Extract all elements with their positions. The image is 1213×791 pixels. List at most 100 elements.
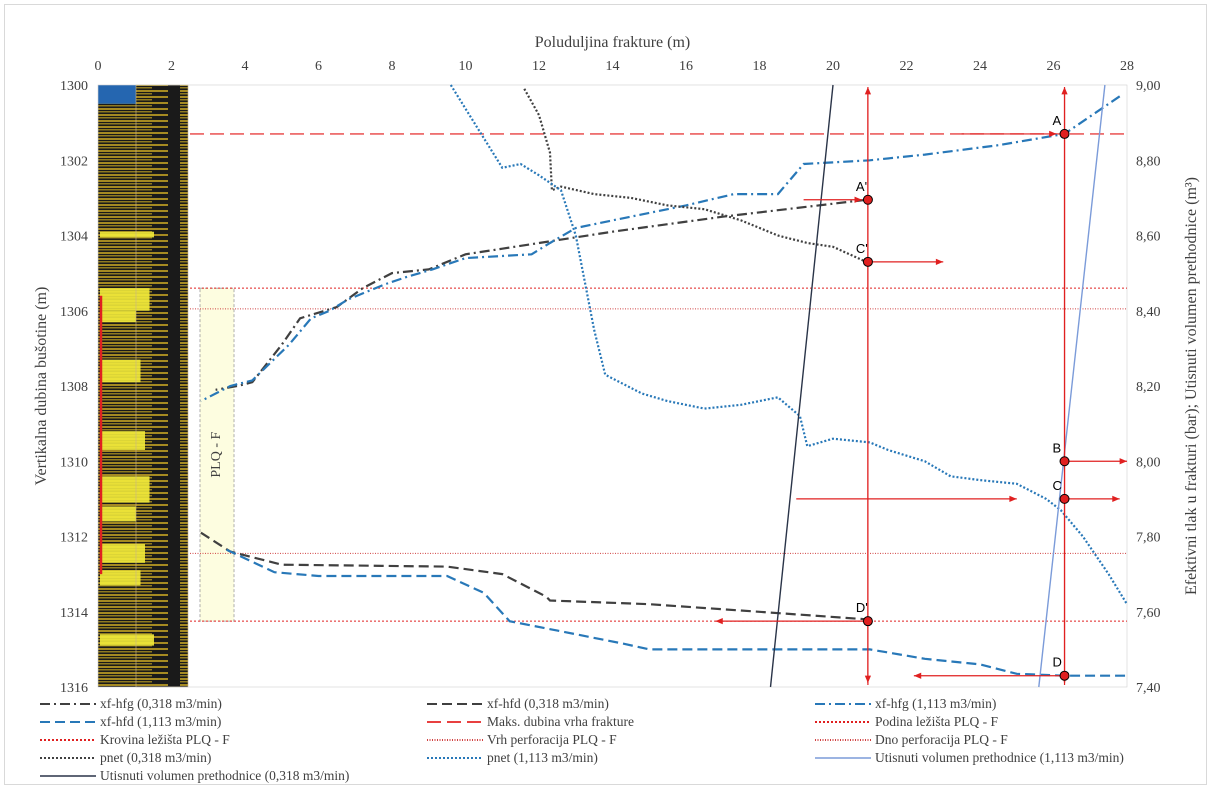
log-sand-block [100,570,141,586]
plq-f-zone-label: PLQ - F [209,432,224,478]
annotation-arrows [715,87,1127,685]
log-sand-block [100,310,136,323]
point-label: C [1053,478,1062,493]
series-line [769,84,834,688]
point-label: C' [856,241,868,256]
legend-label: pnet (0,318 m3/min) [100,750,211,765]
arrow-head [864,675,872,683]
log-sand-block [100,544,145,563]
legend-label: Utisnuti volumen prethodnice (0,318 m3/m… [100,768,349,783]
x-tick-label: 12 [532,59,546,74]
point-marker [862,194,873,205]
point-marker [862,616,873,627]
y-left-tick-label: 1308 [60,380,88,395]
series-line [1038,84,1106,688]
x-tick-label: 8 [389,59,396,74]
series-line [215,198,867,391]
point-marker [1059,456,1070,467]
log-sand-block [100,231,154,238]
arrow-head [935,258,944,265]
arrow-head [1119,458,1127,465]
y-left-tick-label: 1312 [60,531,88,546]
y-right-tick-label: 7,80 [1136,531,1161,546]
arrow-head [1112,495,1120,502]
legend-label: xf-hfg (0,318 m3/min) [100,696,222,711]
y-left-tick-label: 1316 [60,681,88,696]
y-left-tick-label: 1306 [60,305,88,320]
legend-label: Podina ležišta PLQ - F [875,714,998,729]
point-marker [1059,670,1070,681]
y-right-tick-label: 8,40 [1136,305,1161,320]
x-tick-label: 0 [95,59,102,74]
legend-label: Krovina ležišta PLQ - F [100,732,230,747]
legend-label: Maks. dubina vrha frakture [487,714,634,729]
x-axis-title: Poluduljina frakture (m) [535,34,691,51]
log-base [98,85,188,687]
point-marker [1059,493,1070,504]
point-label: D [1053,655,1062,670]
arrow-head [864,87,872,95]
log-sand-block [100,506,136,522]
plq-f-zone-box [199,287,235,622]
x-tick-label: 20 [826,59,840,74]
legend-label: xf-hfd (1,113 m3/min) [100,714,221,729]
point-marker [862,256,873,267]
y-right-tick-label: 7,40 [1136,681,1161,696]
series-line [523,88,867,263]
series-line [226,548,1127,677]
log-sand-block [100,359,141,383]
log-sand-block [100,634,154,646]
y-left-tick-label: 1310 [60,455,88,470]
data-series [200,84,1128,688]
x-tick-label: 28 [1120,59,1134,74]
arrow-head [1061,87,1068,95]
y-right-axis-title: Efektivni tlak u frakturi (bar); Utisnut… [1183,177,1200,595]
y-left-tick-label: 1304 [60,230,88,245]
y-right-tick-label: 7,60 [1136,606,1161,621]
annotation-points: A A' C' B C D' D [856,113,1070,681]
point-marker [1059,128,1070,139]
legend-label: pnet (1,113 m3/min) [487,750,598,765]
arrow-head [1049,130,1057,138]
x-tick-label: 16 [679,59,693,74]
x-tick-label: 22 [900,59,914,74]
legend-label: Dno perforacija PLQ - F [875,732,1008,747]
y-right-tick-label: 8,00 [1136,455,1161,470]
legend-label: Vrh perforacija PLQ - F [487,732,617,747]
y-right-tick-label: 9,00 [1136,79,1161,94]
x-tick-label: 4 [242,59,249,74]
legend-label: Utisnuti volumen prethodnice (1,113 m3/m… [875,750,1124,765]
log-sand-block [100,431,145,450]
x-tick-label: 6 [315,59,322,74]
plot-area [97,84,1128,688]
x-tick-label: 24 [973,59,987,74]
y-left-tick-label: 1302 [60,154,88,169]
series-line [200,95,1121,403]
series-line [449,84,1128,605]
point-label: D' [856,600,868,615]
log-sand-block [100,288,150,311]
point-label: B [1053,440,1062,455]
x-tick-label: 14 [606,59,620,74]
log-blue-block [98,85,136,104]
x-tick-label: 10 [459,59,473,74]
y-right-tick-label: 8,80 [1136,154,1161,169]
reference-lines [190,133,1127,622]
legend: xf-hfg (0,318 m3/min) xf-hfd (0,318 m3/mi… [40,696,1124,783]
lithology-log-track [98,84,189,688]
arrow-head [1009,495,1017,502]
axes: 0 2 4 6 8 10 12 14 16 18 20 22 24 26 28130013021304130… [33,34,1200,696]
point-label: A [1053,113,1062,128]
y-right-tick-label: 8,60 [1136,230,1161,245]
y-left-tick-label: 1314 [60,606,88,621]
log-sand-block [100,476,150,503]
plq-f-zone: PLQ - F [199,287,235,622]
y-left-axis-title: Vertikalna dubina bušotine (m) [33,287,50,486]
x-tick-label: 26 [1047,59,1061,74]
arrow-head [854,196,862,203]
y-right-tick-label: 8,20 [1136,380,1161,395]
point-label: A' [856,179,867,194]
legend-label: xf-hfd (0,318 m3/min) [487,696,609,711]
chart-frame [4,4,1207,785]
